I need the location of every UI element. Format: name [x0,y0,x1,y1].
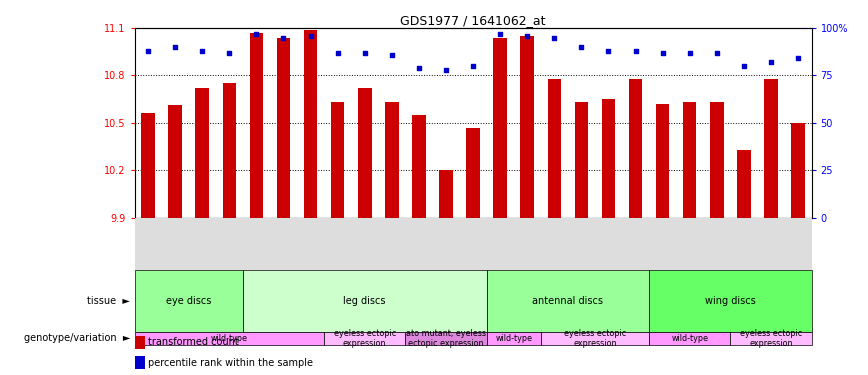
Point [493,31,507,37]
Text: eye discs: eye discs [166,296,212,306]
Bar [466,128,480,218]
Bar [487,332,541,345]
Bar [602,99,615,218]
Point [655,50,669,56]
Bar [656,104,669,218]
Text: eyeless ectopic
expression: eyeless ectopic expression [740,329,802,348]
Point [710,50,724,56]
Text: percentile rank within the sample: percentile rank within the sample [148,358,312,368]
Bar [521,36,534,218]
Point [358,50,372,56]
Point [141,48,155,54]
Bar [487,270,649,332]
Bar [222,83,236,218]
Bar [649,332,730,345]
Text: ato mutant, eyeless
ectopic expression: ato mutant, eyeless ectopic expression [406,329,486,348]
Point [602,48,615,54]
Text: wild-type: wild-type [495,334,532,343]
Point [575,44,589,50]
Point [277,34,291,40]
Bar [324,332,405,345]
Text: transformed count: transformed count [148,338,239,347]
Text: wild-type: wild-type [671,334,708,343]
Bar [764,79,778,218]
Bar [304,30,318,218]
Bar [250,33,263,218]
Text: eyeless ectopic
expression: eyeless ectopic expression [333,329,396,348]
Point [548,34,562,40]
Bar [541,332,649,345]
Bar [575,102,589,218]
Bar [649,270,812,332]
Title: GDS1977 / 1641062_at: GDS1977 / 1641062_at [400,14,546,27]
Bar [277,38,290,218]
Text: wing discs: wing discs [705,296,756,306]
Bar [358,88,372,218]
Bar [628,79,642,218]
Bar [683,102,696,218]
Point [791,56,805,62]
Text: wild-type: wild-type [211,334,248,343]
Bar [168,105,182,218]
Bar [710,102,724,218]
Text: leg discs: leg discs [344,296,386,306]
Bar [730,332,812,345]
Bar [243,270,487,332]
Bar [439,170,453,217]
Point [222,50,236,56]
Point [764,59,778,65]
Bar [385,102,398,218]
Bar [195,88,209,218]
Point [439,67,453,73]
Point [737,63,751,69]
Text: genotype/variation  ►: genotype/variation ► [23,333,130,344]
Bar [792,123,805,218]
Point [412,65,426,71]
Bar [135,332,324,345]
Bar [141,113,155,218]
Point [466,63,480,69]
Point [683,50,697,56]
Point [520,33,534,39]
Text: tissue  ►: tissue ► [88,296,130,306]
Bar [405,332,487,345]
Point [304,33,318,39]
Bar [548,79,561,218]
Bar [493,38,507,218]
Point [168,44,182,50]
Bar [135,270,243,332]
Point [628,48,642,54]
Text: antennal discs: antennal discs [532,296,603,306]
Point [195,48,209,54]
Point [249,31,263,37]
Bar [412,115,425,218]
Point [331,50,345,56]
Bar [331,102,345,218]
Text: eyeless ectopic
expression: eyeless ectopic expression [564,329,626,348]
Point [385,52,398,58]
Bar [737,150,751,217]
